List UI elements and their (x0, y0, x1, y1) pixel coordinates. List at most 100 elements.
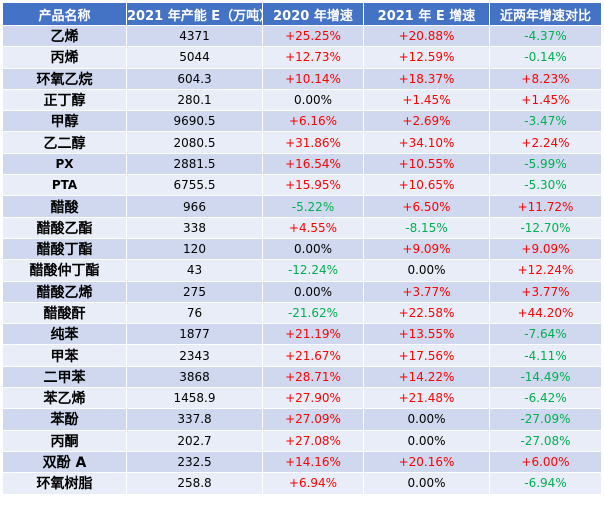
product-name-cell: 纯苯 (2, 323, 127, 346)
table-row: 丙酮 202.7 +27.08% 0.00% -27.08% (2, 429, 602, 452)
growth-2021-cell: +10.65% (363, 174, 490, 197)
table-row: 甲醇 9690.5 +6.16% +2.69% -3.47% (2, 110, 602, 133)
capacity-cell: 2881.5 (126, 152, 263, 176)
growth-diff-cell: -6.94% (489, 472, 602, 495)
capacity-cell: 76 (126, 301, 263, 325)
product-name-cell: 环氧乙烷 (2, 67, 127, 90)
growth-2021-cell: +9.09% (363, 237, 490, 261)
table-row: 醋酸酐 76 -21.62% +22.58% +44.20% (2, 301, 602, 325)
header-capacity-2021: 2021 年产能 E（万吨） (126, 2, 263, 26)
product-name-cell: 苯乙烯 (2, 387, 127, 410)
growth-diff-cell: -3.47% (489, 110, 602, 133)
growth-2020-cell: +21.19% (262, 323, 364, 346)
header-growth-2020: 2020 年增速 (262, 2, 364, 26)
growth-2021-cell: 0.00% (363, 472, 490, 495)
growth-2021-cell: +13.55% (363, 323, 490, 346)
product-name-cell: 醋酸酐 (2, 301, 127, 325)
growth-2020-cell: +28.71% (262, 365, 364, 389)
growth-2020-cell: +27.09% (262, 408, 364, 431)
growth-diff-cell: -4.11% (489, 344, 602, 367)
growth-2021-cell: +20.16% (363, 450, 490, 474)
table-row: 二甲苯 3868 +28.71% +14.22% -14.49% (2, 365, 602, 389)
capacity-cell: 280.1 (126, 88, 263, 112)
table-row: 甲苯 2343 +21.67% +17.56% -4.11% (2, 344, 602, 367)
growth-2021-cell: +12.59% (363, 46, 490, 69)
growth-diff-cell: -27.08% (489, 429, 602, 452)
capacity-cell: 258.8 (126, 472, 263, 495)
product-name-cell: 乙二醇 (2, 131, 127, 154)
header-growth-diff: 近两年增速对比 (489, 2, 602, 26)
product-name-cell: 甲苯 (2, 344, 127, 367)
capacity-cell: 337.8 (126, 408, 263, 431)
growth-diff-cell: -5.99% (489, 152, 602, 176)
growth-2021-cell: +20.88% (363, 24, 490, 48)
capacity-cell: 9690.5 (126, 110, 263, 133)
growth-diff-cell: +3.77% (489, 280, 602, 303)
growth-diff-cell: +11.72% (489, 195, 602, 218)
growth-2021-cell: +17.56% (363, 344, 490, 367)
table-row: 环氧乙烷 604.3 +10.14% +18.37% +8.23% (2, 67, 602, 90)
growth-diff-cell: +12.24% (489, 259, 602, 282)
table-row: PX 2881.5 +16.54% +10.55% -5.99% (2, 152, 602, 176)
capacity-cell: 3868 (126, 365, 263, 389)
product-name-cell: 苯酚 (2, 408, 127, 431)
table-row: 醋酸 966 -5.22% +6.50% +11.72% (2, 195, 602, 218)
growth-2021-cell: +18.37% (363, 67, 490, 90)
capacity-cell: 202.7 (126, 429, 263, 452)
growth-2021-cell: 0.00% (363, 259, 490, 282)
table-row: 乙烯 4371 +25.25% +20.88% -4.37% (2, 24, 602, 48)
table-row: 正丁醇 280.1 0.00% +1.45% +1.45% (2, 88, 602, 112)
growth-2020-cell: 0.00% (262, 280, 364, 303)
growth-2020-cell: -21.62% (262, 301, 364, 325)
growth-2020-cell: +10.14% (262, 67, 364, 90)
growth-2020-cell: -12.24% (262, 259, 364, 282)
capacity-cell: 43 (126, 259, 263, 282)
growth-diff-cell: -27.09% (489, 408, 602, 431)
product-name-cell: 醋酸乙烯 (2, 280, 127, 303)
capacity-cell: 5044 (126, 46, 263, 69)
growth-2021-cell: 0.00% (363, 429, 490, 452)
growth-2021-cell: +3.77% (363, 280, 490, 303)
growth-2021-cell: +2.69% (363, 110, 490, 133)
capacity-cell: 2343 (126, 344, 263, 367)
product-name-cell: 双酚 A (2, 450, 127, 474)
growth-2020-cell: +31.86% (262, 131, 364, 154)
growth-2021-cell: +14.22% (363, 365, 490, 389)
growth-2021-cell: +34.10% (363, 131, 490, 154)
table-body: 乙烯 4371 +25.25% +20.88% -4.37% 丙烯 5044 +12.73% +… (2, 24, 602, 495)
growth-2020-cell: +4.55% (262, 216, 364, 239)
growth-2020-cell: +27.90% (262, 387, 364, 410)
growth-2020-cell: +27.08% (262, 429, 364, 452)
product-name-cell: PX (2, 152, 127, 176)
table-row: 醋酸乙酯 338 +4.55% -8.15% -12.70% (2, 216, 602, 239)
growth-2021-cell: +1.45% (363, 88, 490, 112)
capacity-cell: 1877 (126, 323, 263, 346)
header-growth-2021: 2021 年 E 增速 (363, 2, 490, 26)
table-row: PTA 6755.5 +15.95% +10.65% -5.30% (2, 174, 602, 197)
product-name-cell: 醋酸 (2, 195, 127, 218)
capacity-cell: 4371 (126, 24, 263, 48)
header-product-name: 产品名称 (2, 2, 127, 26)
capacity-table-container: 产品名称 2021 年产能 E（万吨） 2020 年增速 2021 年 E 增速… (2, 2, 602, 495)
growth-2020-cell: 0.00% (262, 237, 364, 261)
growth-2021-cell: -8.15% (363, 216, 490, 239)
capacity-cell: 120 (126, 237, 263, 261)
growth-diff-cell: -4.37% (489, 24, 602, 48)
table-row: 醋酸仲丁酯 43 -12.24% 0.00% +12.24% (2, 259, 602, 282)
table-row: 醋酸丁酯 120 0.00% +9.09% +9.09% (2, 237, 602, 261)
product-name-cell: 环氧树脂 (2, 472, 127, 495)
growth-diff-cell: +9.09% (489, 237, 602, 261)
growth-2020-cell: +25.25% (262, 24, 364, 48)
growth-diff-cell: +2.24% (489, 131, 602, 154)
growth-2020-cell: +6.16% (262, 110, 364, 133)
product-name-cell: 醋酸乙酯 (2, 216, 127, 239)
growth-2020-cell: 0.00% (262, 88, 364, 112)
product-name-cell: 甲醇 (2, 110, 127, 133)
capacity-cell: 1458.9 (126, 387, 263, 410)
growth-2021-cell: +21.48% (363, 387, 490, 410)
capacity-cell: 966 (126, 195, 263, 218)
capacity-cell: 604.3 (126, 67, 263, 90)
growth-2021-cell: +10.55% (363, 152, 490, 176)
growth-diff-cell: -12.70% (489, 216, 602, 239)
growth-diff-cell: -6.42% (489, 387, 602, 410)
